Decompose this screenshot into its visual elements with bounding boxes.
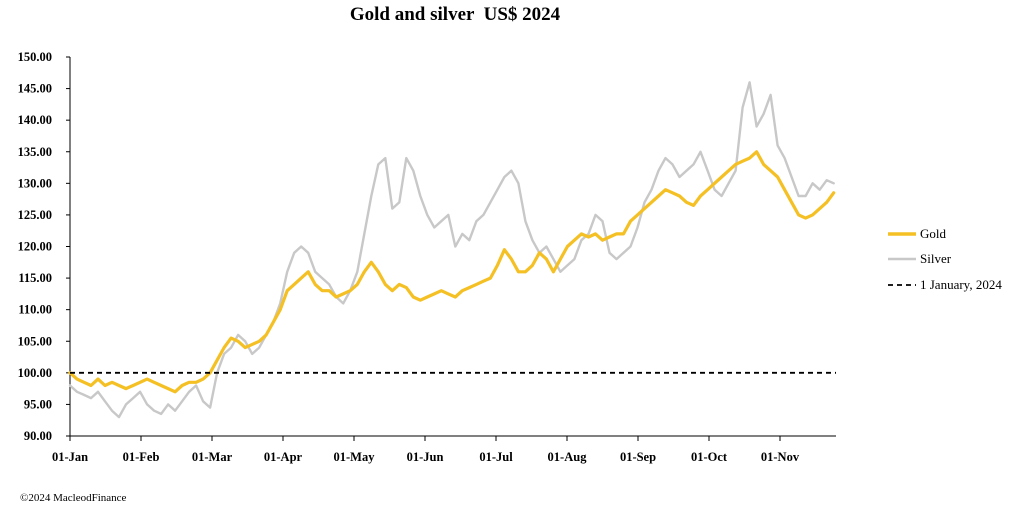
y-tick-label: 110.00 <box>18 303 52 317</box>
x-tick-label: 01-Oct <box>691 450 728 464</box>
legend-label: Gold <box>920 226 947 241</box>
series-layer <box>68 81 836 419</box>
y-axis-ticks: 150.00 145.00 140.00 135.00 130.00 125.00 120.… <box>18 50 70 443</box>
y-tick-label: 115.00 <box>18 271 52 285</box>
y-tick-label: 90.00 <box>24 429 52 443</box>
legend: Gold Silver 1 January, 2024 <box>888 226 1002 292</box>
x-tick-label: 01-Jul <box>479 450 513 464</box>
x-tick-label: 01-Aug <box>548 450 588 464</box>
y-tick-label: 135.00 <box>18 145 52 159</box>
legend-label: Silver <box>920 251 952 266</box>
x-tick-label: 01-Mar <box>192 450 233 464</box>
x-tick-label: 01-Jun <box>407 450 444 464</box>
x-tick-label: 01-May <box>334 450 376 464</box>
y-tick-label: 145.00 <box>18 82 52 96</box>
y-tick-label: 100.00 <box>18 366 52 380</box>
series-line-gold <box>68 150 836 394</box>
x-tick-label: 01-Nov <box>761 450 800 464</box>
y-tick-label: 130.00 <box>18 176 52 190</box>
x-tick-label: 01-Apr <box>264 450 303 464</box>
chart-title: Gold and silver US$ 2024 <box>349 4 561 25</box>
y-tick-label: 150.00 <box>18 50 52 64</box>
y-tick-label: 140.00 <box>18 113 52 127</box>
x-tick-label: 01-Feb <box>123 450 160 464</box>
series-line-silver <box>68 81 835 419</box>
y-tick-label: 120.00 <box>18 240 52 254</box>
chart-axes <box>69 57 836 437</box>
y-tick-label: 95.00 <box>24 397 52 411</box>
x-tick-label: 01-Jan <box>52 450 88 464</box>
x-axis-ticks: 01-Jan 01-Feb 01-Mar 01-Apr 01-May 01-Jun 01-J… <box>52 436 800 464</box>
y-tick-label: 125.00 <box>18 208 52 222</box>
copyright-footer: ©2024 MacleodFinance <box>20 492 127 504</box>
legend-label: 1 January, 2024 <box>920 277 1002 292</box>
x-tick-label: 01-Sep <box>620 450 656 464</box>
y-tick-label: 105.00 <box>18 334 52 348</box>
